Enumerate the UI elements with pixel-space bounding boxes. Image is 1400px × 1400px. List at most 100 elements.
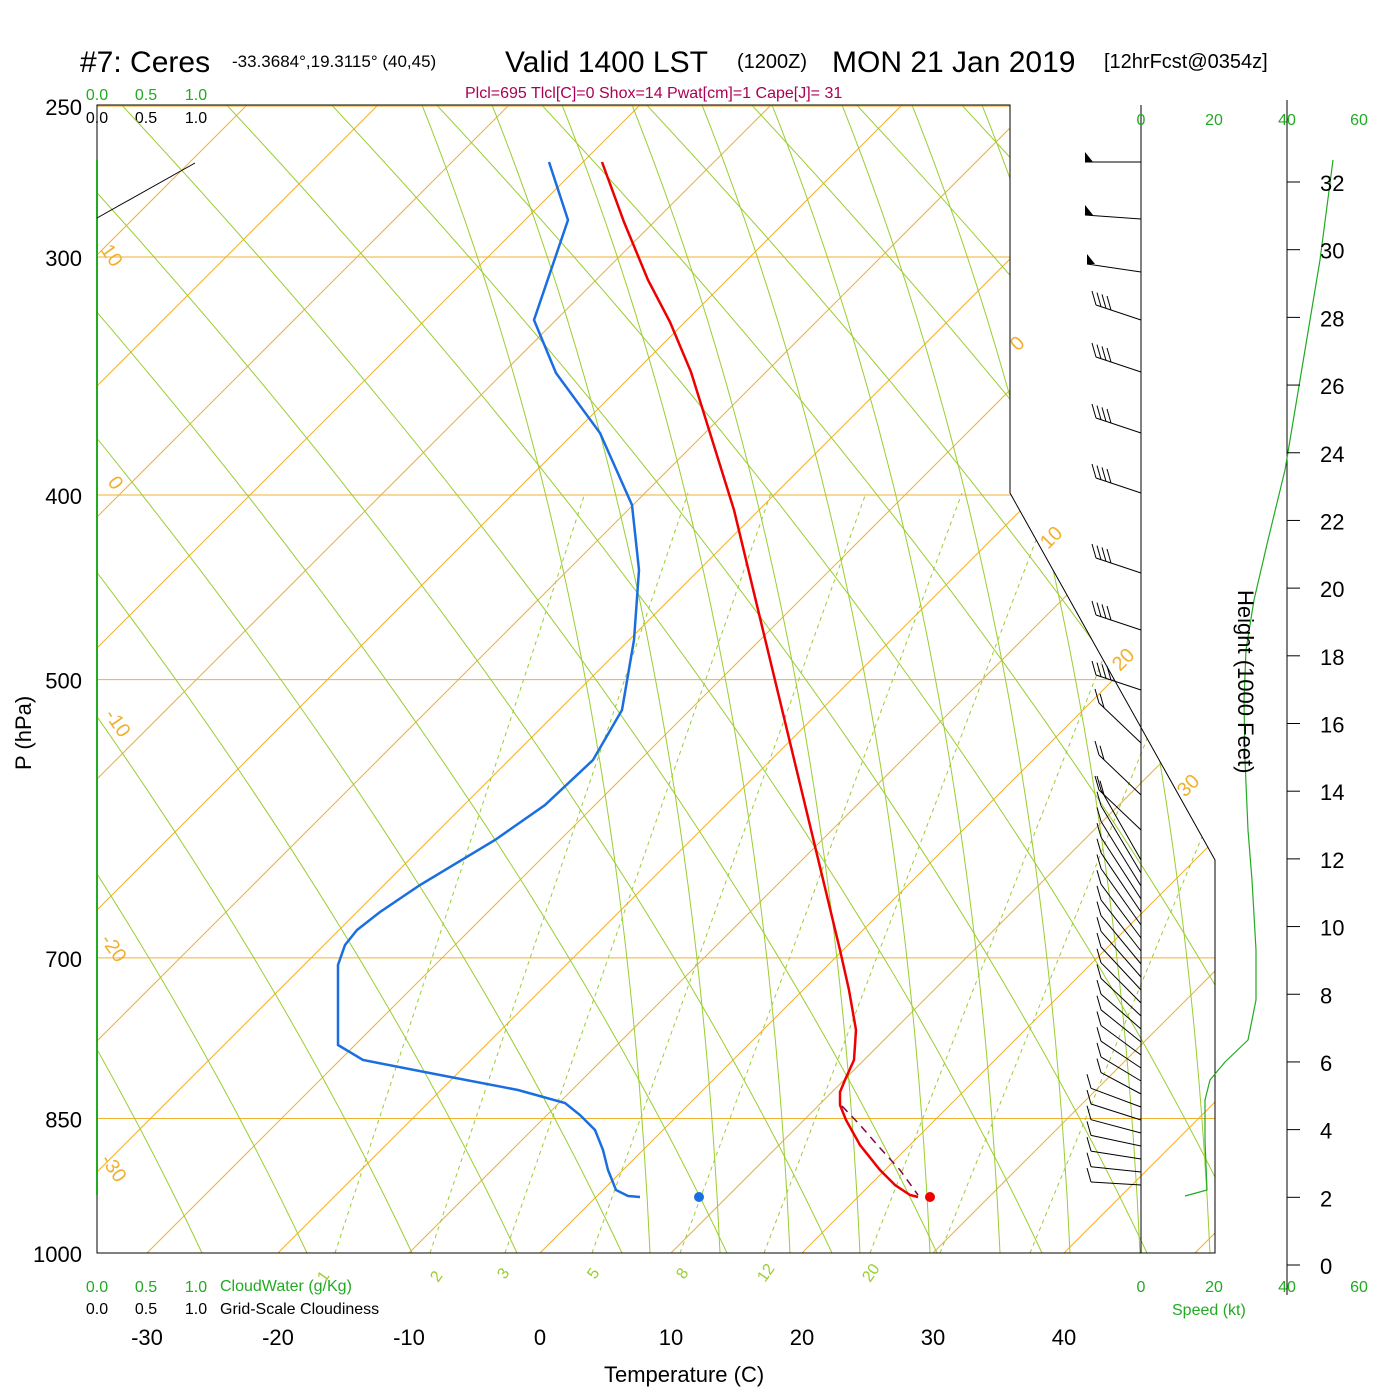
temperature-tick-label: -30 (131, 1325, 163, 1350)
wind-barb (1100, 789, 1142, 861)
wind-barb-feather (1096, 292, 1102, 307)
speed-tick-bottom: 40 (1278, 1279, 1296, 1296)
isotherm (97, 105, 662, 1253)
dry-adiabat (97, 105, 413, 1253)
wind-barb-flag (1085, 205, 1093, 215)
mixing-ratio-label: 20 (859, 1261, 883, 1285)
wind-barb-flag (1087, 254, 1095, 264)
isotherm (1194, 105, 1215, 1253)
wind-barb-feather (1086, 1105, 1092, 1120)
pressure-tick-label: 250 (45, 95, 82, 120)
speed-tick-top: 60 (1350, 112, 1368, 129)
height-tick-label: 10 (1320, 916, 1344, 941)
mixing-ratio-line (869, 492, 1169, 1253)
wind-barbs (1084, 152, 1142, 1186)
moist-adiabat (489, 105, 721, 1253)
wind-barb-feather (1096, 1027, 1102, 1042)
wind-barb (1100, 1025, 1142, 1056)
temperature-profile (600, 161, 919, 1199)
height-tick-label: 22 (1320, 509, 1344, 534)
speed-tick-bottom: 0 (1137, 1279, 1146, 1296)
wind-barb-feather (1101, 467, 1107, 482)
wind-barb (1090, 1166, 1142, 1173)
wind-barb-feather (1086, 1074, 1092, 1089)
cloudiness-line (96, 162, 196, 219)
temperature-tick-label: 0 (534, 1325, 546, 1350)
wind-barb-feather (1096, 791, 1102, 806)
dry-adiabat (97, 105, 728, 1253)
wind-barb-feather (1091, 463, 1097, 479)
wind-barb (1100, 962, 1142, 1004)
wind-barb-flag (1085, 152, 1093, 162)
height-tick-label: 4 (1320, 1119, 1332, 1144)
wind-barb (1100, 946, 1142, 991)
wind-barb (1095, 477, 1142, 494)
wind-barb (1100, 1009, 1142, 1043)
wind-barb (1095, 614, 1142, 631)
wind-barb (1100, 805, 1142, 874)
isotherm-label: 10 (96, 240, 127, 271)
cloudiness-tick-bottom: 0.0 (86, 1301, 108, 1318)
wind-barb (1100, 930, 1142, 978)
cloudwater-label: CloudWater (g/Kg) (220, 1278, 352, 1295)
wind-barb-feather (1096, 901, 1102, 916)
isotherm-label: 30 (1173, 770, 1204, 801)
speed-label: Speed (kt) (1172, 1302, 1246, 1319)
wind-barb-feather (1096, 602, 1102, 617)
wind-barb-feather (1099, 693, 1105, 708)
isotherm (408, 105, 1215, 1253)
isotherm (97, 105, 793, 1253)
dry-adiabat (221, 105, 1043, 1253)
pressure-tick-label: 500 (45, 669, 82, 694)
wind-barb-feather (1096, 917, 1102, 932)
mixing-ratio-line (1029, 492, 1215, 1253)
dry-adiabat (97, 105, 203, 1253)
temperature-axis: -30 -20 -10 0 10 20 30 40 (131, 1325, 1076, 1350)
temperature-tick-label: 20 (790, 1325, 814, 1350)
speed-tick-top: 20 (1205, 112, 1223, 129)
wind-barb-feather (1096, 775, 1102, 791)
wind-barb-feather (1096, 964, 1102, 979)
moist-adiabat (979, 105, 1211, 1253)
mixing-ratio-label: 8 (673, 1265, 692, 1282)
wind-barb-feather (1094, 740, 1100, 756)
isotherm-label: 0 (1006, 332, 1029, 355)
dry-adiabat (97, 105, 623, 1253)
wind-barb (1100, 868, 1142, 926)
isotherm (670, 105, 1215, 1253)
wind-barb-feather (1101, 664, 1107, 679)
isotherm-label: -20 (96, 930, 131, 966)
wind-barb-feather (1101, 604, 1107, 619)
temperature-tick-label: 10 (659, 1325, 683, 1350)
dry-adiabat (746, 105, 1215, 1253)
dry-adiabat (956, 105, 1215, 1253)
isotherm (97, 105, 400, 1253)
wind-barb (1090, 1119, 1142, 1134)
wind-speed-profile (1184, 159, 1334, 1197)
mixing-ratio-line (429, 492, 689, 1253)
temperature-tick-label: 30 (921, 1325, 945, 1350)
moist-adiabat (629, 105, 861, 1253)
wind-barb (1100, 852, 1142, 913)
mixing-ratio-line (679, 492, 963, 1253)
wind-barb (1084, 214, 1142, 220)
cloudwater-tick-top: 0.0 (86, 87, 108, 104)
height-tick-label: 28 (1320, 306, 1344, 331)
dry-adiabat (326, 105, 1148, 1253)
wind-barb-feather (1099, 780, 1105, 795)
cloudiness-tick-bottom: 0.5 (135, 1301, 157, 1318)
cloud-scale-bottom: 0.0 0.0 0.5 0.5 1.0 1.0 (86, 1279, 207, 1318)
dry-adiabat (97, 105, 833, 1253)
isotherm-label: 20 (1108, 644, 1139, 675)
station-title: #7: Ceres (80, 46, 210, 79)
speed-tick-bottom: 60 (1350, 1279, 1368, 1296)
parcel-path (841, 1105, 919, 1196)
wind-barb (1100, 978, 1142, 1017)
plot-frame (96, 104, 1216, 1254)
pressure-tick-label: 1000 (33, 1242, 82, 1267)
wind-barb-feather (1106, 605, 1112, 621)
wind-barb (1090, 1134, 1142, 1147)
height-tick-label: 14 (1320, 780, 1344, 805)
wind-barb-feather (1091, 660, 1097, 676)
height-tick-label: 16 (1320, 713, 1344, 738)
